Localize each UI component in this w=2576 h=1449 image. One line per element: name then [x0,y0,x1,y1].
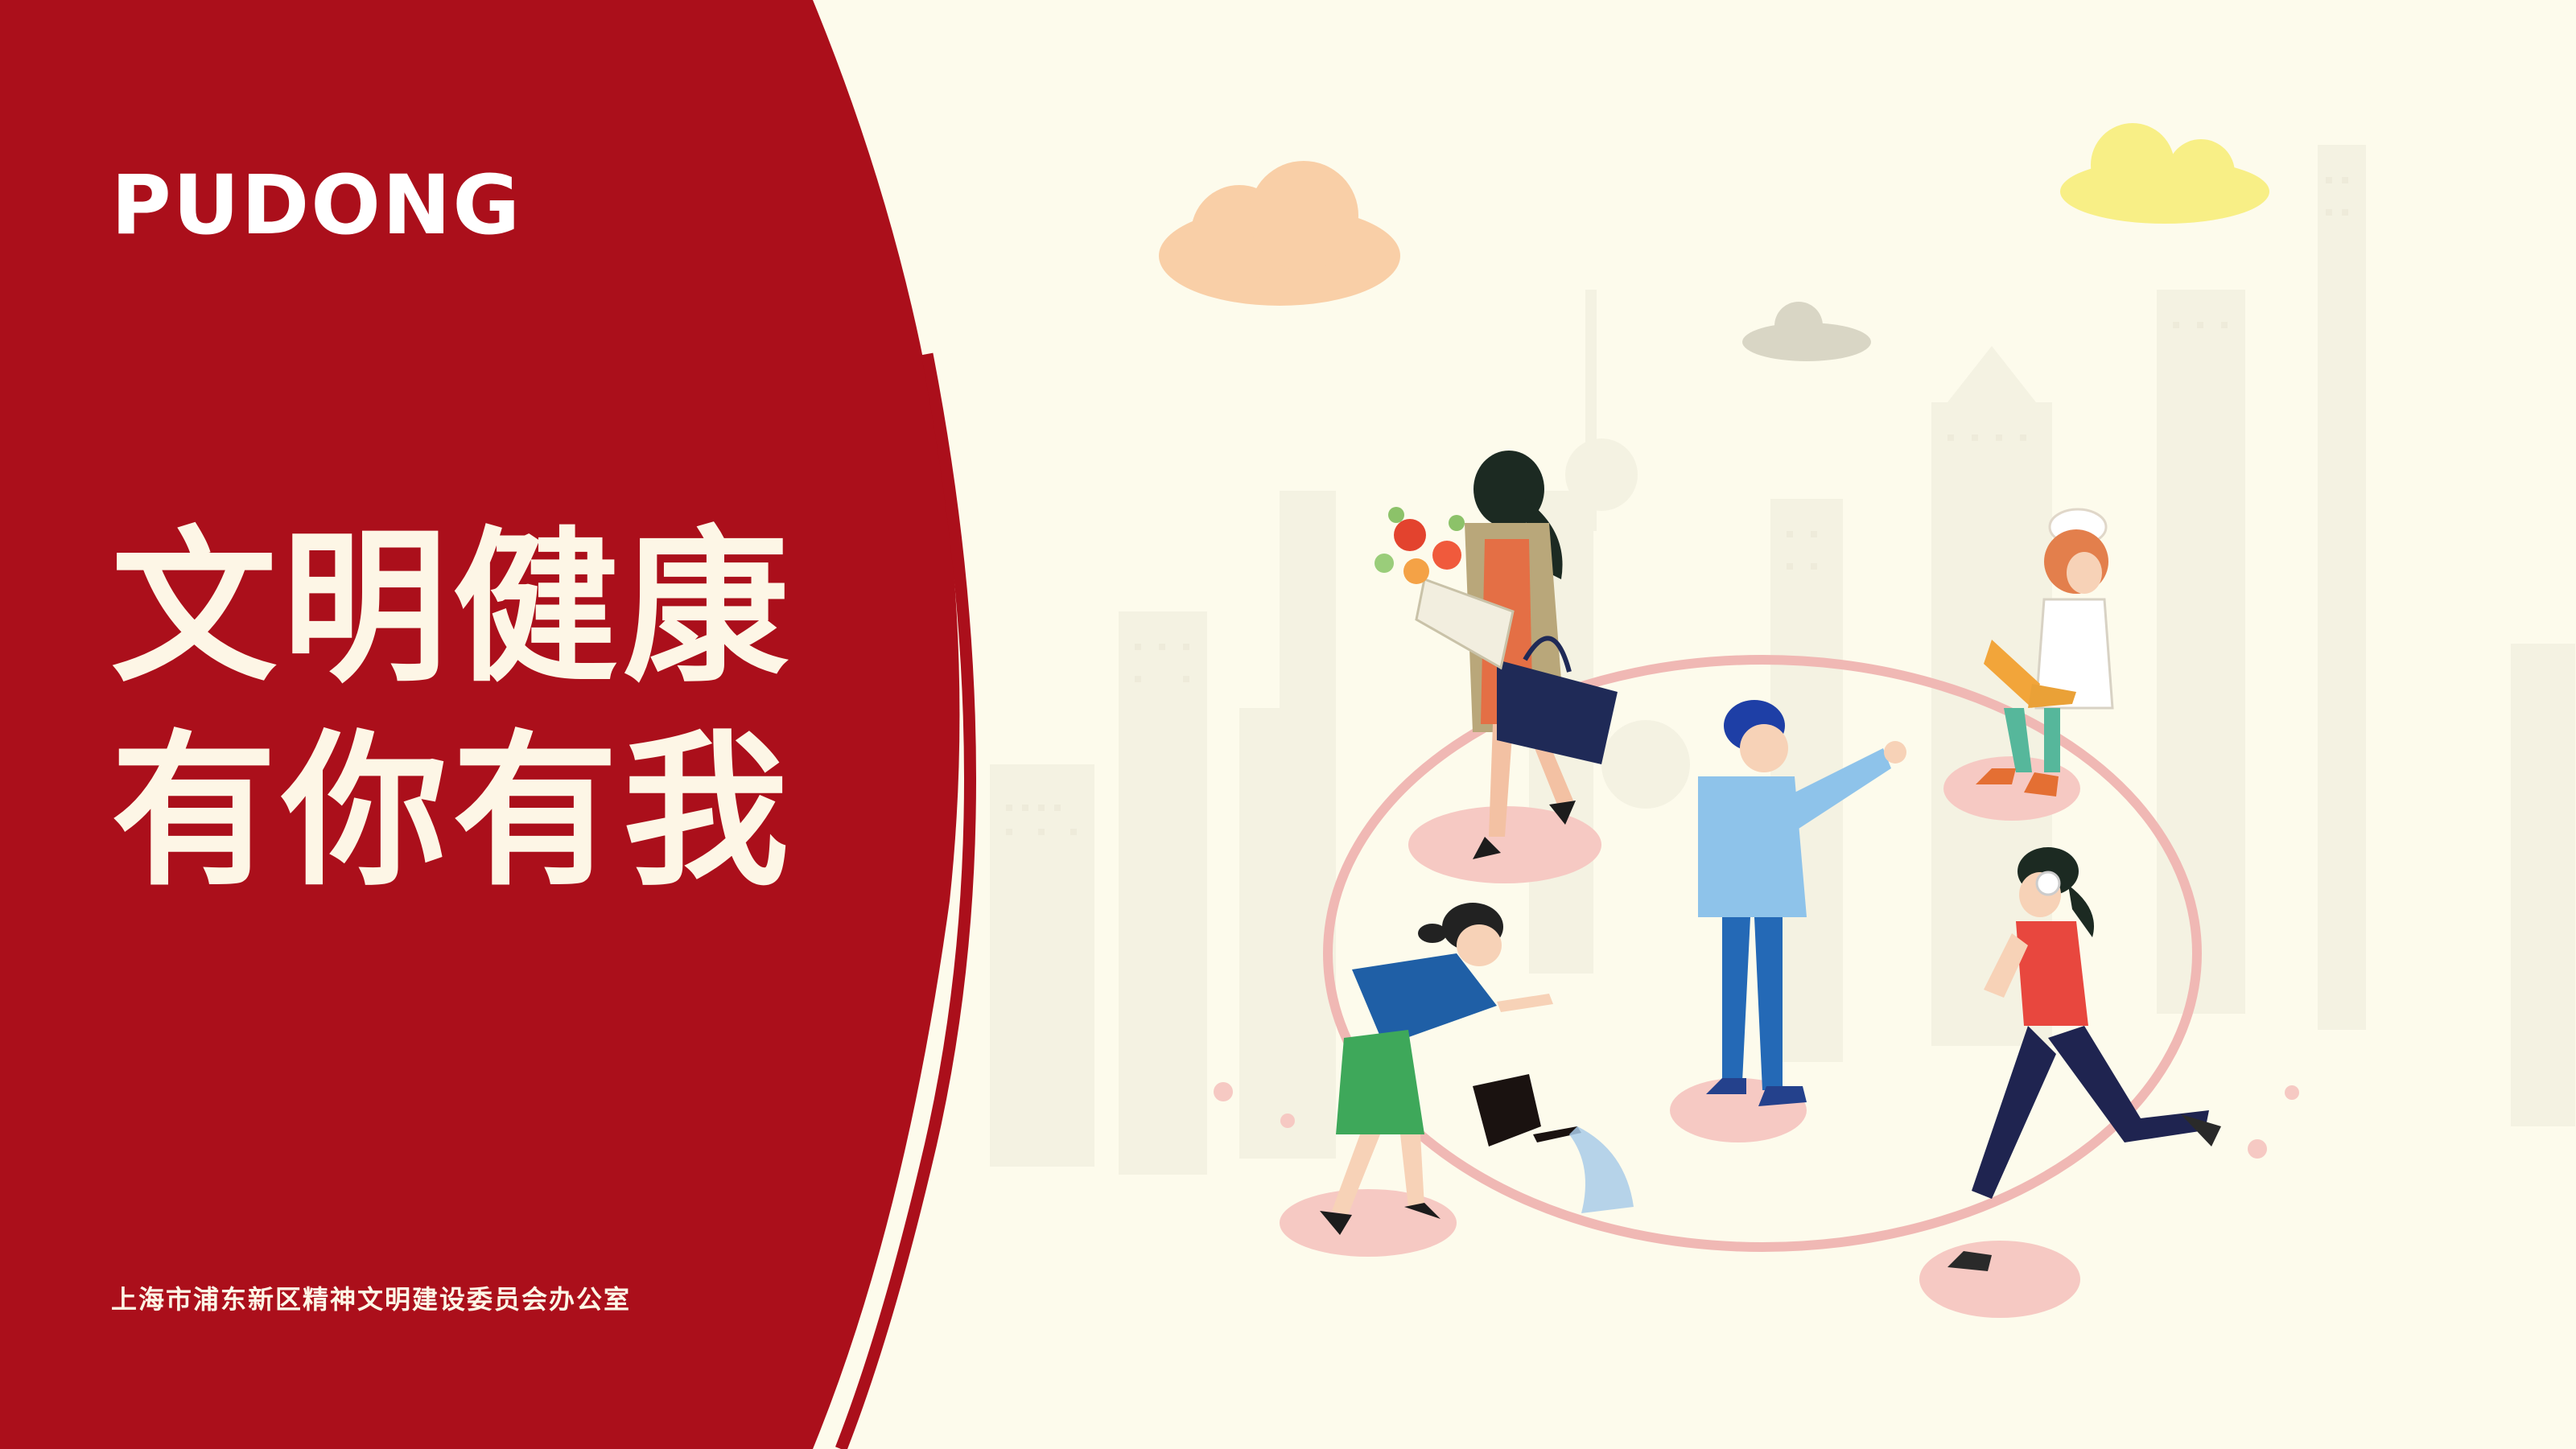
nurse-with-laptop-icon [1976,508,2114,797]
headline-line-1: 文明健康 [111,510,794,705]
headline-line-2: 有你有我 [111,714,794,908]
red-panel [0,0,960,1449]
floor-dots [1214,1082,2299,1159]
cloud-peach-icon [1159,161,1400,306]
brand-logo: PUDONG [111,158,522,253]
ground-ring [1323,655,2202,1252]
cloud-grey-icon [1742,302,1871,361]
footer-organization: 上海市浦东新区精神文明建设委员会办公室 [111,1284,632,1315]
woman-with-bouquet-and-handbag-icon [1375,451,1618,859]
red-curve-accent [835,352,976,1449]
cloud-yellow-icon [2060,123,2269,224]
man-pointing-icon [1698,700,1906,1106]
woman-watering-can-icon [1320,903,1634,1235]
figure-pads [1280,756,2080,1318]
runner-with-headphones-icon [1947,847,2221,1271]
